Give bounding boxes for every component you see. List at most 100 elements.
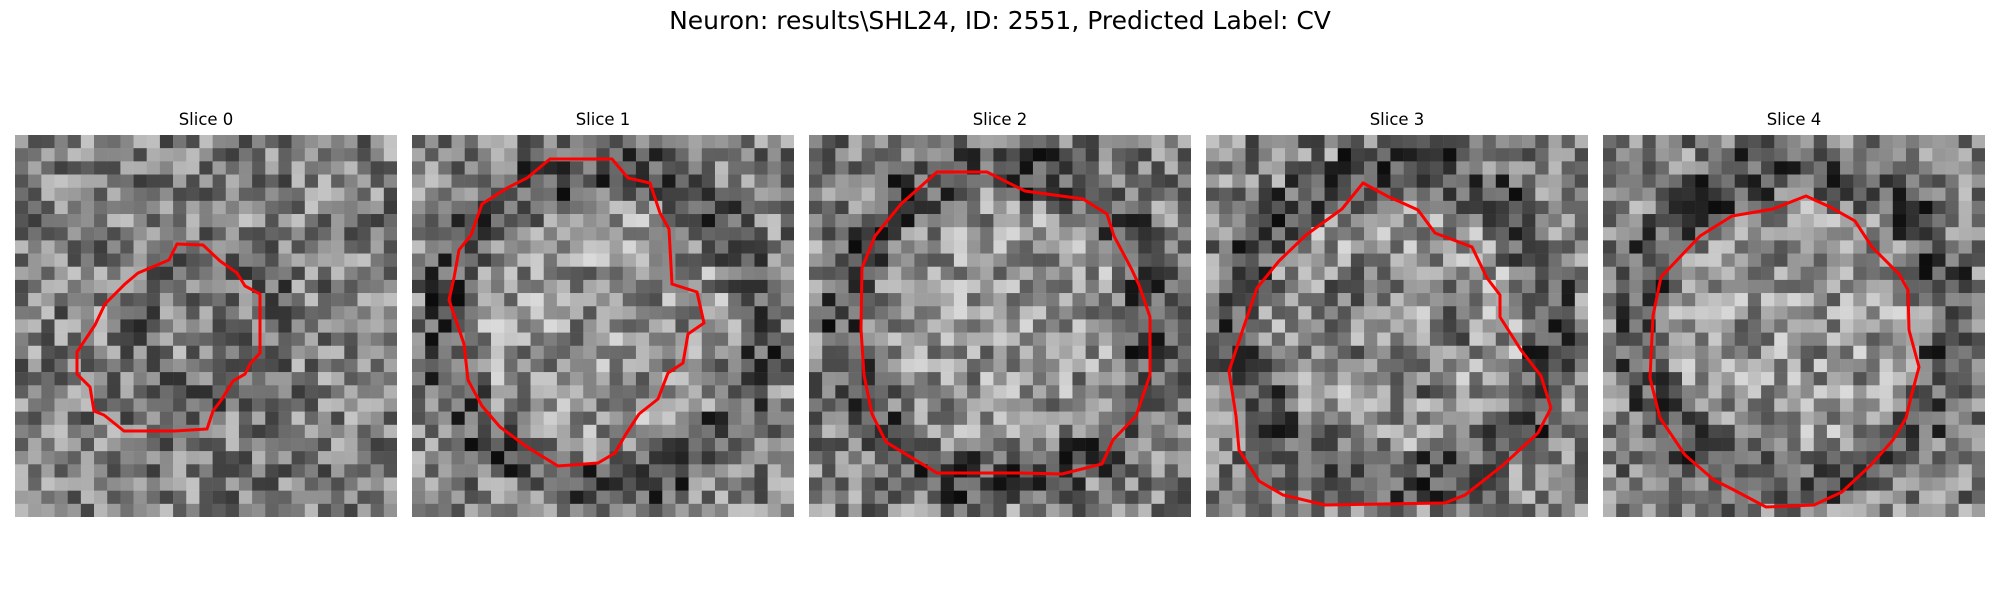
grayscale-pixel bbox=[291, 187, 306, 202]
grayscale-pixel bbox=[1232, 464, 1246, 478]
grayscale-pixel bbox=[291, 240, 306, 254]
grayscale-pixel bbox=[304, 358, 319, 373]
grayscale-pixel bbox=[1006, 332, 1021, 347]
grayscale-pixel bbox=[754, 200, 768, 215]
grayscale-pixel bbox=[1019, 358, 1034, 373]
grayscale-pixel bbox=[530, 477, 544, 491]
grayscale-pixel bbox=[1046, 464, 1060, 478]
grayscale-pixel bbox=[1177, 398, 1191, 412]
grayscale-pixel bbox=[1495, 345, 1510, 360]
grayscale-pixel bbox=[1774, 477, 1788, 491]
grayscale-pixel bbox=[822, 332, 836, 347]
grayscale-pixel bbox=[344, 411, 358, 426]
grayscale-pixel bbox=[504, 135, 518, 149]
grayscale-pixel bbox=[1945, 187, 1959, 202]
grayscale-pixel bbox=[809, 279, 823, 294]
grayscale-pixel bbox=[835, 437, 849, 452]
grayscale-pixel bbox=[1390, 319, 1404, 333]
grayscale-pixel bbox=[1774, 306, 1788, 320]
grayscale-pixel bbox=[1046, 174, 1060, 188]
grayscale-pixel bbox=[1826, 135, 1841, 149]
grayscale-pixel bbox=[1085, 319, 1100, 333]
grayscale-pixel bbox=[317, 345, 332, 360]
grayscale-pixel bbox=[1232, 253, 1246, 267]
grayscale-pixel bbox=[675, 227, 689, 241]
grayscale-pixel bbox=[451, 293, 465, 307]
grayscale-pixel bbox=[425, 398, 439, 412]
grayscale-pixel bbox=[491, 464, 505, 478]
grayscale-pixel bbox=[1443, 437, 1457, 452]
grayscale-pixel bbox=[1787, 398, 1801, 412]
grayscale-pixel bbox=[1377, 490, 1391, 505]
grayscale-pixel bbox=[370, 398, 385, 412]
grayscale-pixel bbox=[1337, 253, 1352, 267]
grayscale-pixel bbox=[54, 411, 68, 426]
grayscale-pixel bbox=[914, 214, 928, 228]
grayscale-pixel bbox=[225, 306, 240, 320]
grayscale-pixel bbox=[688, 477, 703, 491]
grayscale-pixel bbox=[491, 503, 505, 517]
grayscale-pixel bbox=[1574, 319, 1588, 333]
grayscale-pixel bbox=[1350, 411, 1365, 426]
grayscale-pixel bbox=[199, 266, 213, 281]
cell-contour bbox=[447, 157, 706, 468]
grayscale-pixel bbox=[1151, 437, 1165, 452]
grayscale-pixel bbox=[370, 200, 385, 215]
grayscale-pixel bbox=[15, 306, 29, 320]
grayscale-pixel bbox=[1111, 345, 1126, 360]
grayscale-pixel bbox=[477, 306, 492, 320]
grayscale-pixel bbox=[701, 358, 716, 373]
grayscale-pixel bbox=[1285, 464, 1299, 478]
grayscale-pixel bbox=[1364, 187, 1378, 202]
grayscale-pixel bbox=[67, 279, 82, 294]
grayscale-pixel bbox=[1151, 464, 1165, 478]
grayscale-pixel bbox=[1072, 372, 1086, 386]
grayscale-pixel bbox=[1945, 464, 1959, 478]
grayscale-pixel bbox=[1721, 503, 1735, 517]
grayscale-pixel bbox=[543, 227, 558, 241]
grayscale-pixel bbox=[901, 214, 915, 228]
grayscale-pixel bbox=[67, 174, 82, 188]
grayscale-pixel bbox=[1416, 411, 1431, 426]
grayscale-pixel bbox=[1892, 451, 1907, 465]
grayscale-pixel bbox=[1866, 385, 1880, 399]
grayscale-pixel bbox=[609, 187, 624, 202]
grayscale-pixel bbox=[1616, 293, 1630, 307]
grayscale-pixel bbox=[848, 187, 862, 202]
grayscale-pixel bbox=[41, 306, 55, 320]
grayscale-pixel bbox=[212, 411, 227, 426]
grayscale-pixel bbox=[622, 385, 637, 399]
grayscale-pixel bbox=[1285, 358, 1299, 373]
grayscale-pixel bbox=[1151, 161, 1165, 175]
grayscale-pixel bbox=[754, 319, 768, 333]
grayscale-pixel bbox=[1443, 161, 1457, 175]
grayscale-pixel bbox=[383, 306, 397, 320]
grayscale-pixel bbox=[701, 135, 716, 149]
grayscale-pixel bbox=[822, 464, 836, 478]
grayscale-pixel bbox=[291, 411, 306, 426]
grayscale-pixel bbox=[1522, 385, 1536, 399]
grayscale-pixel bbox=[1905, 424, 1920, 439]
grayscale-pixel bbox=[225, 253, 240, 267]
grayscale-pixel bbox=[1456, 319, 1470, 333]
grayscale-pixel bbox=[1206, 200, 1220, 215]
grayscale-pixel bbox=[80, 187, 95, 202]
grayscale-pixel bbox=[1892, 187, 1907, 202]
grayscale-pixel bbox=[199, 503, 213, 517]
grayscale-pixel bbox=[1177, 385, 1191, 399]
grayscale-pixel bbox=[317, 240, 332, 254]
grayscale-pixel bbox=[1747, 464, 1762, 478]
grayscale-pixel bbox=[1469, 451, 1483, 465]
grayscale-pixel bbox=[809, 503, 823, 517]
grayscale-pixel bbox=[1258, 424, 1273, 439]
grayscale-pixel bbox=[1616, 187, 1630, 202]
grayscale-pixel bbox=[1734, 464, 1749, 478]
grayscale-pixel bbox=[1482, 345, 1497, 360]
grayscale-pixel bbox=[1271, 200, 1286, 215]
grayscale-pixel bbox=[1616, 253, 1630, 267]
grayscale-pixel bbox=[304, 200, 319, 215]
grayscale-pixel bbox=[701, 279, 716, 294]
grayscale-pixel bbox=[822, 398, 836, 412]
grayscale-pixel bbox=[1125, 306, 1139, 320]
grayscale-pixel bbox=[225, 437, 240, 452]
